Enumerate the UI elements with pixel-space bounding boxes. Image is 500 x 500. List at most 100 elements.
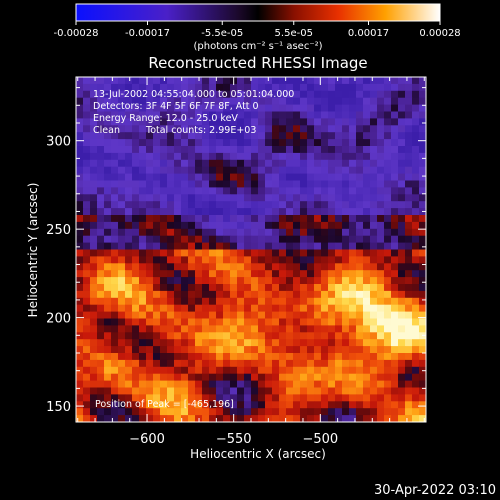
heatmap-cell: [104, 290, 112, 299]
heatmap-cell: [223, 173, 231, 181]
heatmap-cell: [97, 201, 105, 209]
heatmap-cell: [356, 415, 364, 423]
heatmap-cell: [321, 235, 329, 243]
heatmap-cell: [328, 401, 336, 409]
heatmap-cell: [335, 152, 343, 161]
heatmap-cell: [384, 311, 392, 319]
heatmap-cell: [97, 118, 105, 126]
heatmap-cell: [314, 339, 322, 347]
heatmap-cell: [237, 152, 245, 161]
y-axis-label: Heliocentric Y (arcsec): [26, 183, 40, 318]
heatmap-cell: [97, 249, 105, 257]
heatmap-cell: [335, 256, 343, 264]
heatmap-cell: [90, 166, 98, 174]
heatmap-cell: [384, 332, 392, 340]
heatmap-cell: [419, 228, 427, 237]
heatmap-cell: [188, 235, 196, 243]
heatmap-cell: [342, 118, 350, 126]
heatmap-cell: [342, 263, 350, 271]
heatmap-cell: [419, 332, 427, 340]
heatmap-cell: [314, 297, 322, 306]
heatmap-cell: [412, 263, 420, 271]
heatmap-cell: [342, 104, 350, 112]
heatmap-cell: [230, 146, 238, 154]
heatmap-cell: [419, 215, 427, 223]
heatmap-cell: [363, 111, 371, 119]
heatmap-cell: [335, 83, 343, 92]
heatmap-cell: [83, 187, 91, 195]
heatmap-cell: [384, 408, 392, 416]
heatmap-cell: [146, 201, 154, 209]
heatmap-cell: [125, 83, 133, 92]
heatmap-cell: [405, 297, 413, 306]
heatmap-cell: [174, 366, 182, 375]
heatmap-cell: [216, 297, 224, 306]
heatmap-cell: [377, 277, 385, 285]
heatmap-cell: [153, 159, 161, 168]
heatmap-cell: [209, 332, 217, 340]
heatmap-cell: [377, 187, 385, 195]
heatmap-cell: [314, 277, 322, 285]
heatmap-cell: [377, 366, 385, 375]
heatmap-cell: [377, 353, 385, 361]
heatmap-cell: [370, 118, 378, 126]
heatmap-cell: [202, 90, 210, 99]
heatmap-cell: [272, 215, 280, 223]
heatmap-cell: [293, 380, 301, 388]
heatmap-cell: [293, 221, 301, 230]
heatmap-cell: [83, 394, 91, 402]
heatmap-cell: [377, 380, 385, 388]
heatmap-cell: [174, 387, 182, 395]
heatmap-cell: [195, 111, 203, 119]
heatmap-cell: [209, 249, 217, 257]
heatmap-cell: [286, 318, 294, 326]
heatmap-cell: [293, 90, 301, 99]
heatmap-cell: [265, 228, 273, 237]
heatmap-cell: [419, 187, 427, 195]
heatmap-cell: [377, 139, 385, 147]
heatmap-cell: [405, 132, 413, 140]
heatmap-cell: [132, 90, 140, 99]
heatmap-cell: [230, 242, 238, 250]
heatmap-cell: [132, 97, 140, 105]
heatmap-cell: [230, 221, 238, 230]
heatmap-cell: [328, 325, 336, 333]
heatmap-cell: [293, 263, 301, 271]
heatmap-cell: [244, 235, 252, 243]
heatmap-cell: [118, 159, 126, 168]
heatmap-cell: [125, 359, 133, 368]
heatmap-cell: [419, 318, 427, 326]
heatmap-cell: [328, 235, 336, 243]
heatmap-cell: [160, 146, 168, 154]
heatmap-cell: [321, 401, 329, 409]
heatmap-cell: [405, 173, 413, 181]
heatmap-cell: [195, 201, 203, 209]
heatmap-cell: [314, 173, 322, 181]
heatmap-cell: [146, 235, 154, 243]
heatmap-cell: [370, 380, 378, 388]
heatmap-cell: [160, 311, 168, 319]
heatmap-cell: [398, 304, 406, 312]
heatmap-cell: [125, 97, 133, 105]
heatmap-cell: [188, 297, 196, 306]
heatmap-cell: [314, 132, 322, 140]
heatmap-cell: [363, 332, 371, 340]
heatmap-cell: [223, 380, 231, 388]
heatmap-cell: [363, 277, 371, 285]
heatmap-cell: [244, 415, 252, 423]
heatmap-cell: [90, 228, 98, 237]
heatmap-cell: [342, 77, 350, 85]
heatmap-cell: [356, 187, 364, 195]
heatmap-cell: [279, 373, 287, 381]
heatmap-cell: [419, 221, 427, 230]
heatmap-cell: [104, 180, 112, 188]
heatmap-cell: [132, 270, 140, 278]
heatmap-cell: [384, 152, 392, 161]
heatmap-cell: [384, 77, 392, 85]
heatmap-cell: [398, 359, 406, 368]
heatmap-cell: [412, 215, 420, 223]
heatmap-cell: [391, 270, 399, 278]
heatmap-cell: [202, 366, 210, 375]
heatmap-cell: [272, 380, 280, 388]
heatmap-cell: [314, 111, 322, 119]
